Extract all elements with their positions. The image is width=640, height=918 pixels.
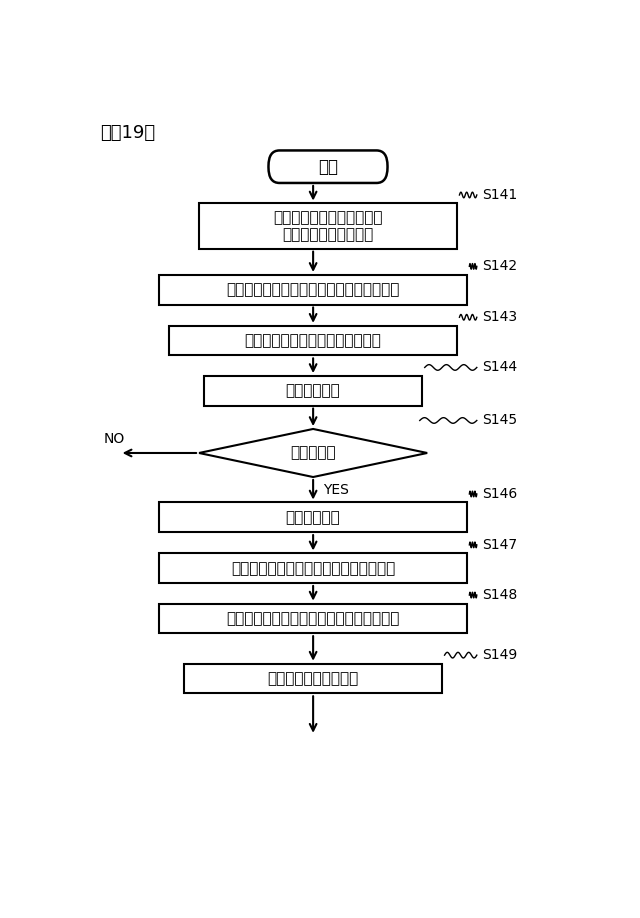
Bar [204,376,422,406]
Bar [159,502,467,532]
Text: 第１のキャリブレーション
処理モード選択を認識: 第１のキャリブレーション 処理モード選択を認識 [273,210,383,242]
Text: S142: S142 [482,260,517,274]
Bar [159,554,467,583]
Text: S141: S141 [482,188,517,202]
Text: NO: NO [104,431,125,446]
Text: S143: S143 [482,310,517,324]
Text: S148: S148 [482,588,517,602]
Text: 指の下降検出: 指の下降検出 [285,384,340,398]
Bar [199,204,457,249]
Text: 開始: 開始 [318,158,338,175]
Bar [169,326,457,355]
Bar [184,664,442,693]
Text: 指定位置に基づき検出基準の変更、記憦: 指定位置に基づき検出基準の変更、記憦 [231,561,396,576]
Text: S146: S146 [482,487,517,501]
Text: 第１のキャリブレーション処理モード開始: 第１のキャリブレーション処理モード開始 [227,282,400,297]
Bar [159,274,467,305]
FancyBboxPatch shape [269,151,388,183]
Text: キャリブレーション用空中像表示: キャリブレーション用空中像表示 [244,333,381,348]
Text: S144: S144 [482,361,517,375]
Text: S145: S145 [482,413,517,428]
Text: S147: S147 [482,538,517,552]
Text: 『図19』: 『図19』 [100,124,155,142]
Text: 指定位置決定: 指定位置決定 [285,509,340,525]
Text: 空中像操作モード開始: 空中像操作モード開始 [268,671,359,686]
Text: S149: S149 [482,648,517,662]
Bar [159,603,467,633]
Text: 音声検出？: 音声検出？ [291,445,336,461]
Text: 第１のキャリブレーション処理モード終了: 第１のキャリブレーション処理モード終了 [227,610,400,626]
Polygon shape [199,429,428,477]
Text: YES: YES [323,483,349,497]
